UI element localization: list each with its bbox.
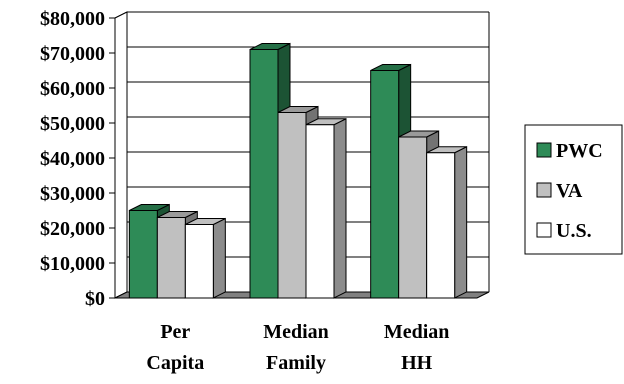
y-tick-label: $60,000 [40,78,105,100]
x-tick-label: Median [263,321,329,343]
x-tick-label: Per [160,321,190,343]
legend-label: VA [556,180,583,202]
y-axis-ticks: $0 $10,000 $20,000 $30,000 $40,000 $50,000 $60… [40,8,105,310]
left-wall [114,11,128,299]
legend-swatch [536,182,552,198]
legend-swatch [536,222,552,238]
legend-label: PWC [556,140,603,162]
y-tick-label: $30,000 [40,183,105,205]
x-tick-label: Capita [146,352,204,374]
y-tick-label: $20,000 [40,218,105,240]
x-tick-label: Median [384,321,450,343]
y-tick-label: $80,000 [40,8,105,30]
legend-label: U.S. [556,220,592,242]
bar-us [426,145,468,299]
legend: PWC VA U.S. [524,124,623,255]
y-tick-label: $10,000 [40,253,105,275]
y-tick-label: $70,000 [40,43,105,65]
y-tick-label: $0 [85,288,105,310]
bars-layer [128,42,468,299]
bar-us [305,117,347,299]
legend-swatch [536,142,552,158]
x-tick-label: Family [266,352,326,374]
x-axis-ticks: Per Capita Median Family Median HH [146,321,449,374]
x-tick-label: HH [401,352,433,374]
bar-us [184,217,226,299]
y-tick-label: $50,000 [40,113,105,135]
y-tick-label: $40,000 [40,148,105,170]
